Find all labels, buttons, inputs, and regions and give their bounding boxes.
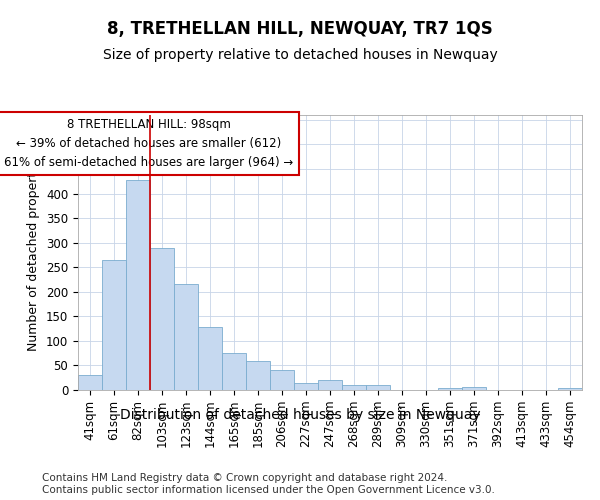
Bar [222, 352, 246, 390]
Bar [342, 385, 366, 390]
Text: 8 TRETHELLAN HILL: 98sqm
← 39% of detached houses are smaller (612)
61% of semi-: 8 TRETHELLAN HILL: 98sqm ← 39% of detach… [4, 118, 293, 169]
Bar [318, 380, 342, 390]
Text: 8, TRETHELLAN HILL, NEWQUAY, TR7 1QS: 8, TRETHELLAN HILL, NEWQUAY, TR7 1QS [107, 20, 493, 38]
Bar [438, 388, 462, 390]
Bar [150, 248, 174, 390]
Bar [462, 387, 486, 390]
Text: Size of property relative to detached houses in Newquay: Size of property relative to detached ho… [103, 48, 497, 62]
Bar [198, 327, 222, 390]
Bar [78, 376, 102, 390]
Bar [126, 180, 150, 390]
Y-axis label: Number of detached properties: Number of detached properties [28, 154, 40, 351]
Bar [366, 384, 390, 390]
Bar [246, 360, 270, 390]
Bar [102, 260, 126, 390]
Bar [558, 388, 582, 390]
Text: Contains HM Land Registry data © Crown copyright and database right 2024.
Contai: Contains HM Land Registry data © Crown c… [42, 474, 495, 495]
Text: Distribution of detached houses by size in Newquay: Distribution of detached houses by size … [119, 408, 481, 422]
Bar [270, 370, 294, 390]
Bar [294, 383, 318, 390]
Bar [174, 284, 198, 390]
